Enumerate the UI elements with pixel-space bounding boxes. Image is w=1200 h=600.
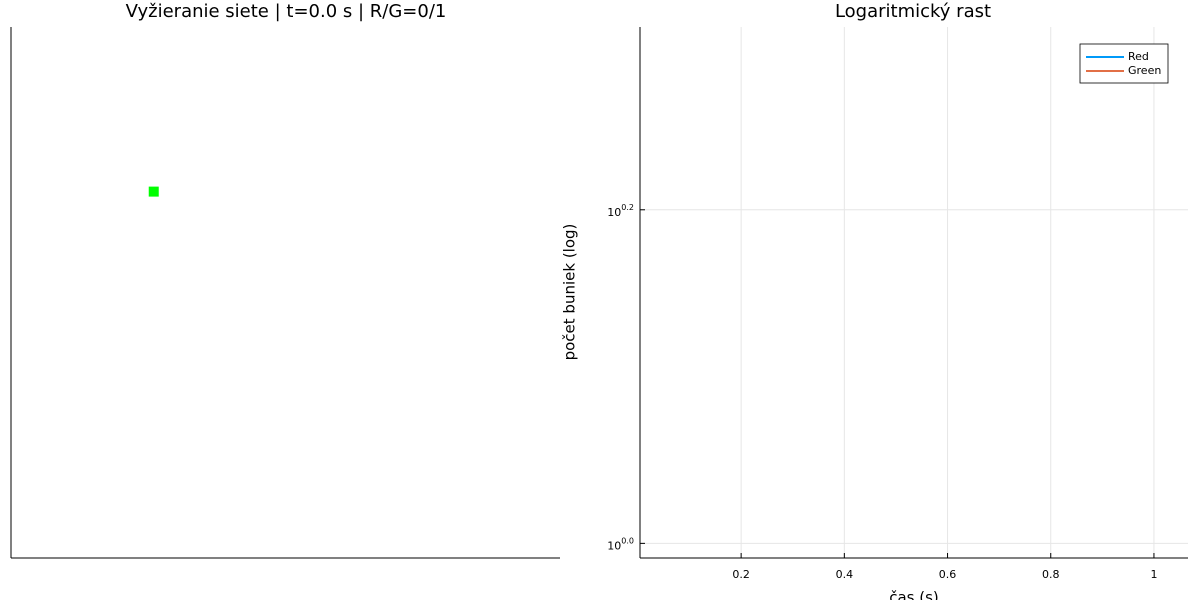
legend-label: Red	[1128, 50, 1149, 63]
tick-base: 10	[607, 539, 621, 552]
tick-exponent: 0.0	[621, 536, 634, 545]
legend-box	[1079, 43, 1169, 84]
tick-exponent: 0.2	[621, 202, 634, 211]
y-axis-label: počet buniek (log)	[561, 224, 579, 361]
x-tick-label: 0.2	[732, 568, 750, 581]
x-axis-label: čas (s)	[889, 589, 939, 600]
y-tick-label: 100.0	[607, 536, 634, 553]
cell-marker	[148, 186, 159, 197]
y-tick-label: 100.2	[607, 202, 634, 219]
x-tick-label: 1	[1150, 568, 1157, 581]
x-tick-label: 0.4	[836, 568, 854, 581]
legend-label: Green	[1128, 64, 1161, 77]
x-tick-label: 0.8	[1042, 568, 1060, 581]
tick-base: 10	[607, 206, 621, 219]
left-title: Vyžieranie siete | t=0.0 s | R/G=0/1	[126, 1, 447, 22]
right-title: Logaritmický rast	[835, 1, 991, 22]
x-tick-label: 0.6	[939, 568, 957, 581]
